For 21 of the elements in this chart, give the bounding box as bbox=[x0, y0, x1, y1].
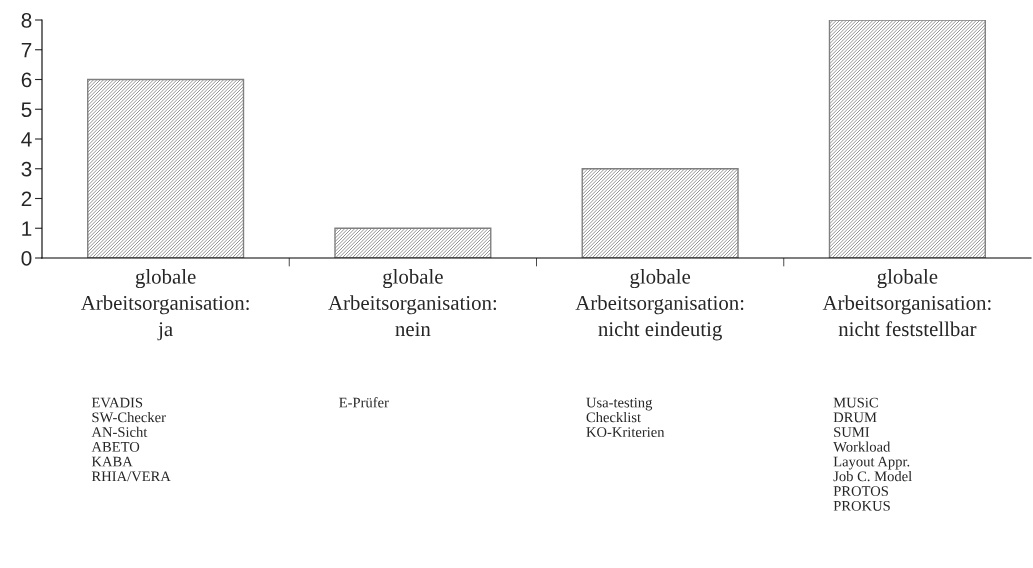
y-tick-label: 7 bbox=[21, 42, 32, 58]
x-tick-label: globale Arbeitsorganisation: ja bbox=[80, 269, 249, 341]
y-tick-label: 6 bbox=[21, 72, 32, 88]
bar bbox=[334, 227, 492, 258]
x-tick-label: globale Arbeitsorganisation: nicht eindeutig bbox=[575, 269, 744, 341]
y-tick-label: 8 bbox=[21, 13, 32, 28]
x-tick-label: globale Arbeitsorganisation: nein bbox=[328, 269, 497, 337]
y-tick-label: 0 bbox=[21, 251, 32, 266]
bar bbox=[87, 78, 245, 258]
text: Usa-testing Checklist KO-Kriterien bbox=[586, 397, 665, 437]
y-tick-label: 4 bbox=[21, 132, 32, 147]
bar bbox=[581, 168, 739, 258]
text: E-Prüfer bbox=[339, 397, 389, 408]
y-tick-label: 3 bbox=[21, 161, 32, 177]
y-tick-label: 1 bbox=[22, 221, 32, 236]
y-tick-label: 5 bbox=[21, 102, 32, 117]
text: EVADIS SW-Checker AN-Sicht ABETO KABA RHIA/VERA bbox=[91, 397, 171, 482]
y-tick-label: 2 bbox=[21, 191, 32, 207]
text: MUSiC DRUM SUMI Workload Layout Appr. Job C. Model PROTOS PROKUS bbox=[833, 397, 912, 511]
x-tick-label: globale Arbeitsorganisation: nicht feststellbar bbox=[822, 269, 991, 337]
bar bbox=[828, 20, 986, 258]
